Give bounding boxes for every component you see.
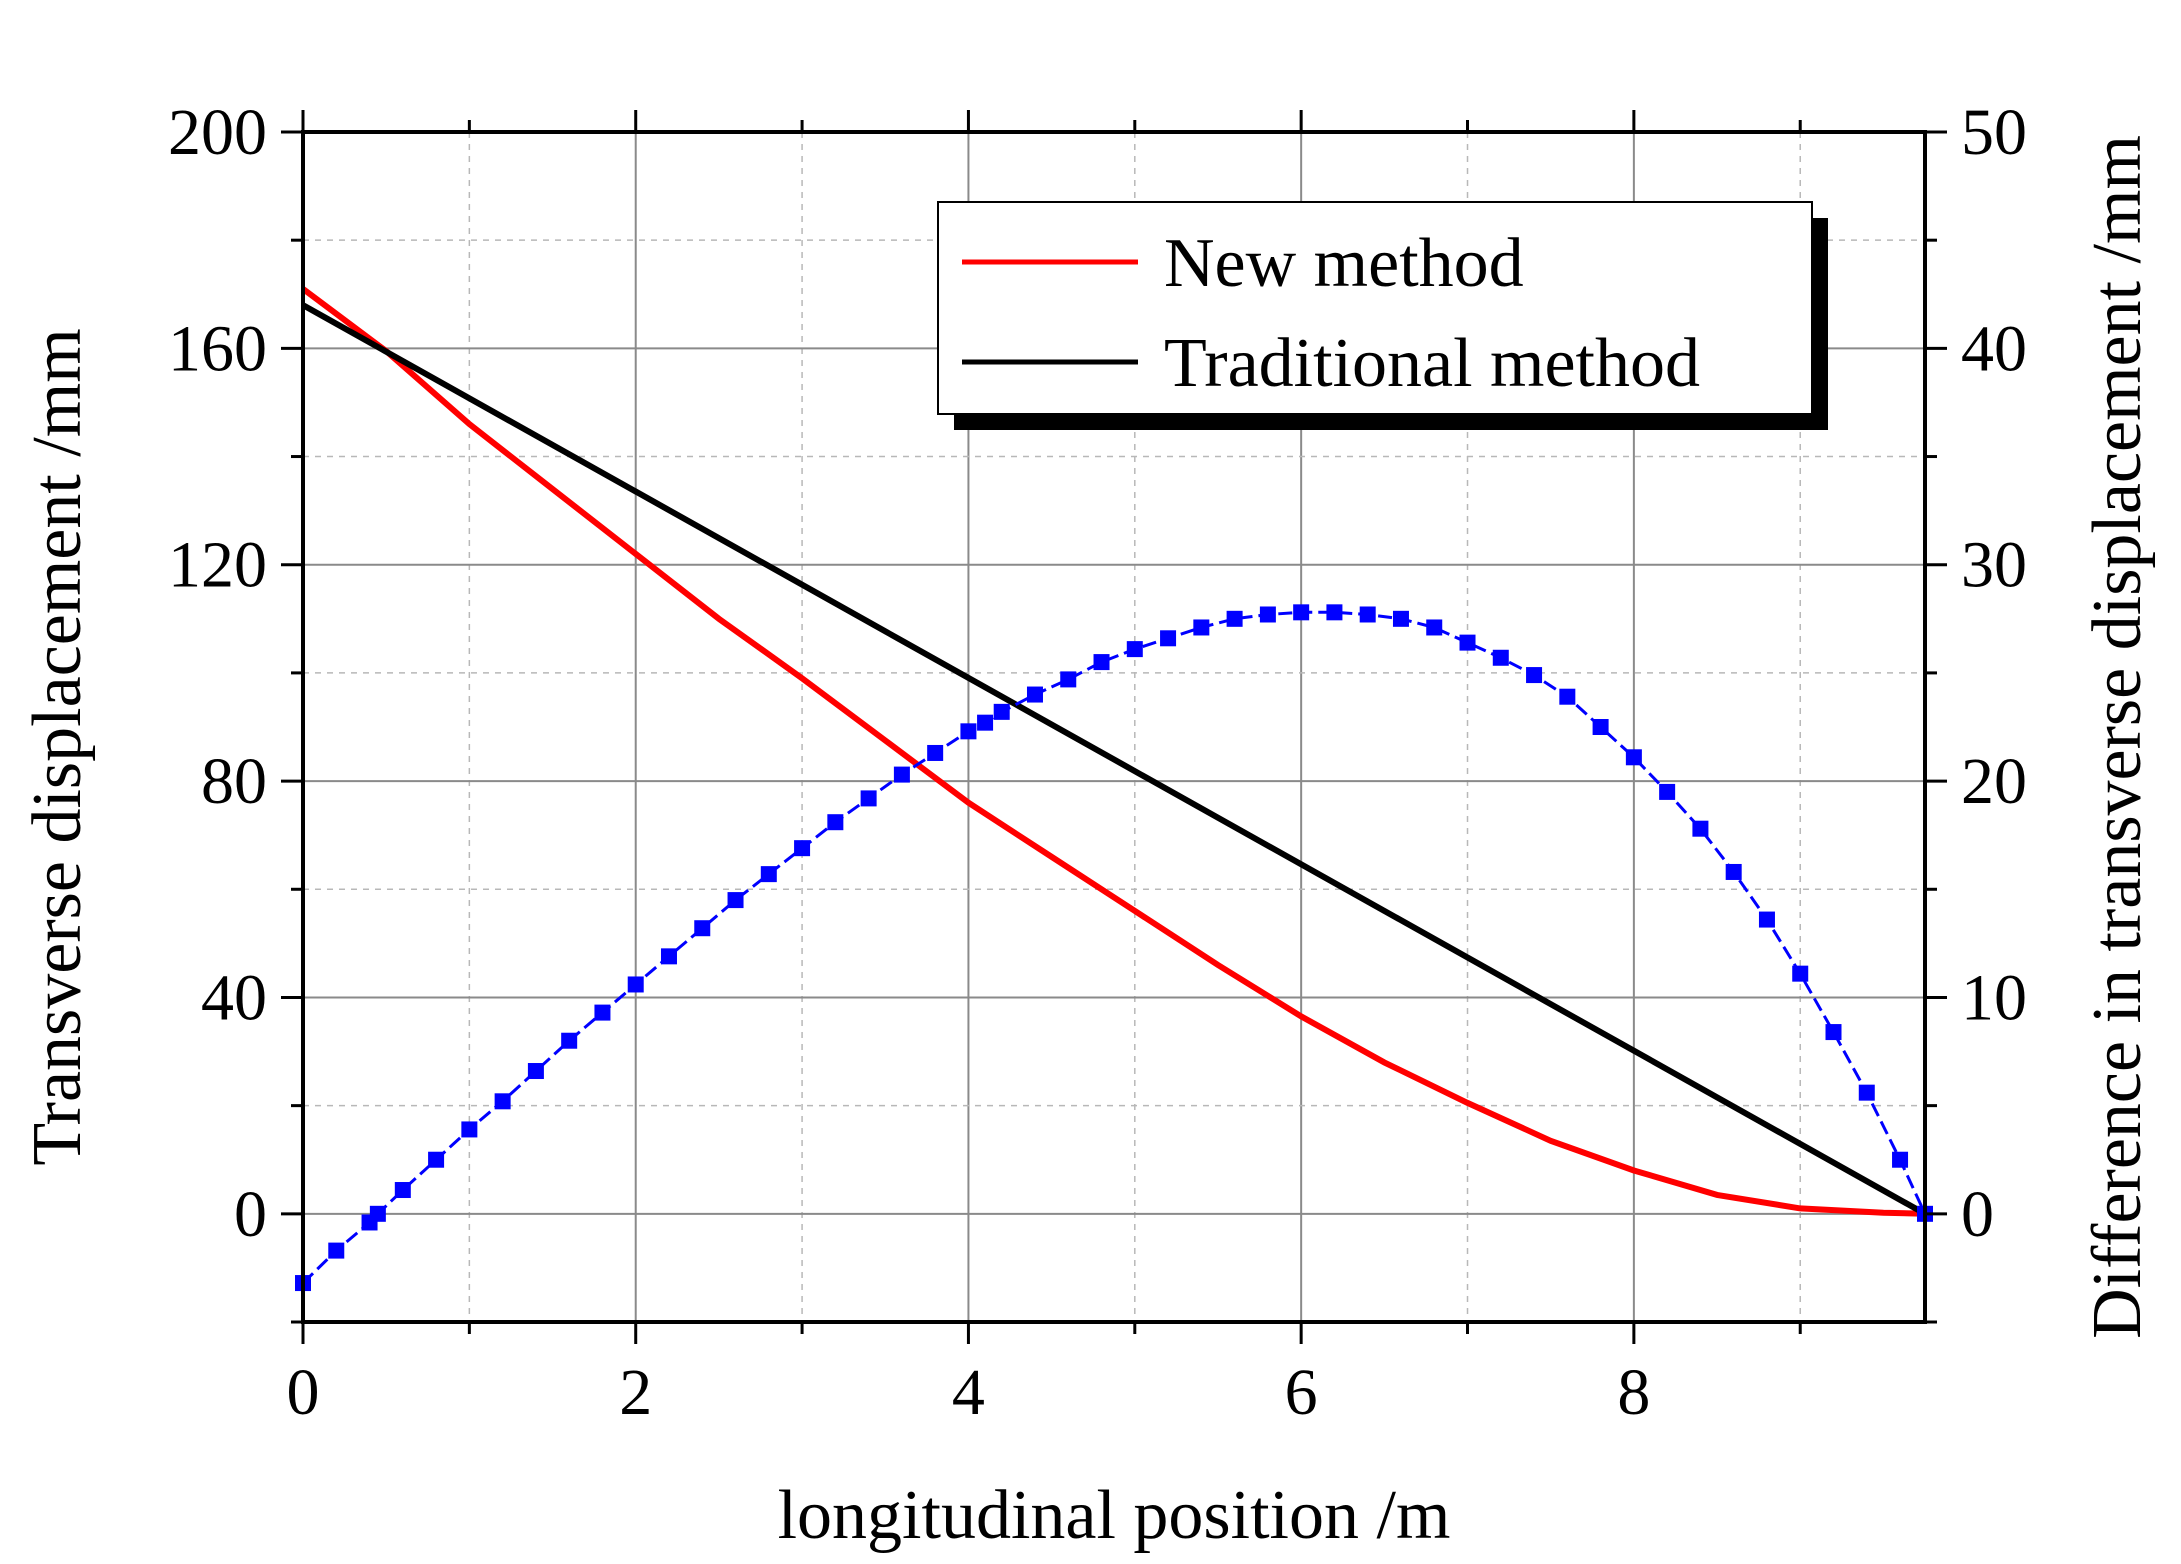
data-point-marker xyxy=(594,1004,611,1021)
legend-label-traditional-method: Traditional method xyxy=(1164,325,1700,402)
data-point-marker xyxy=(1825,1024,1842,1041)
data-point-marker xyxy=(1858,1084,1875,1101)
data-point-marker xyxy=(527,1063,544,1080)
x-tick-label: 4 xyxy=(952,1356,985,1429)
series-layer xyxy=(295,286,1933,1292)
data-point-marker xyxy=(1625,749,1642,766)
data-point-marker xyxy=(860,790,877,807)
series-line-new-method xyxy=(301,286,1926,1217)
y-right-tick-label: 50 xyxy=(1961,96,2027,169)
data-point-marker xyxy=(627,976,644,993)
data-point-marker xyxy=(1392,610,1409,627)
y-tick-label: 120 xyxy=(168,529,267,602)
data-point-marker xyxy=(1259,606,1276,623)
data-point-marker xyxy=(827,814,844,831)
data-point-marker xyxy=(960,723,977,740)
data-point-marker xyxy=(461,1121,478,1138)
data-point-marker xyxy=(1326,604,1343,621)
series-line-difference xyxy=(301,610,1927,1285)
data-point-marker xyxy=(1060,671,1077,688)
data-point-marker xyxy=(1592,719,1609,735)
y-right-tick-label: 30 xyxy=(1961,529,2027,602)
data-point-marker xyxy=(993,703,1010,720)
data-point-marker xyxy=(1160,630,1177,647)
legend-box xyxy=(937,201,1813,415)
data-point-marker xyxy=(694,920,711,937)
y-tick-label: 200 xyxy=(168,96,267,169)
data-point-marker xyxy=(927,744,944,761)
data-point-marker xyxy=(494,1093,511,1110)
data-point-marker xyxy=(328,1242,345,1259)
data-point-marker xyxy=(794,840,811,857)
data-point-marker xyxy=(1093,654,1110,671)
x-tick-label: 6 xyxy=(1285,1356,1318,1429)
x-tick-label: 0 xyxy=(287,1356,320,1429)
data-point-marker xyxy=(1126,641,1143,658)
legend-label-new-method: New method xyxy=(1164,225,1524,302)
y-right-tick-label: 40 xyxy=(1961,312,2027,385)
data-point-marker xyxy=(369,1205,386,1222)
data-point-marker xyxy=(561,1032,578,1049)
data-point-marker xyxy=(1226,610,1243,627)
data-point-marker xyxy=(1492,649,1509,666)
data-point-marker xyxy=(1559,688,1576,705)
data-point-marker xyxy=(394,1182,411,1199)
data-point-marker xyxy=(1293,604,1310,621)
data-point-marker xyxy=(1526,667,1543,684)
data-point-marker xyxy=(1193,619,1210,636)
x-tick-label: 8 xyxy=(1617,1356,1650,1429)
data-point-marker xyxy=(1359,606,1376,623)
data-point-marker xyxy=(977,714,994,731)
data-point-marker xyxy=(1792,965,1809,982)
data-point-marker xyxy=(660,948,677,965)
data-point-marker xyxy=(1459,634,1476,651)
legend: New method Traditional method xyxy=(937,201,1828,430)
data-point-marker xyxy=(1026,686,1043,703)
data-point-marker xyxy=(1692,820,1709,837)
x-tick-label: 2 xyxy=(619,1356,652,1429)
data-point-marker xyxy=(760,866,777,883)
data-point-marker xyxy=(893,766,910,783)
y-axis-title: Transverse displacement /mm xyxy=(19,328,96,1165)
data-point-marker xyxy=(1659,783,1676,800)
y-right-tick-label: 10 xyxy=(1961,961,2027,1034)
data-point-marker xyxy=(727,892,744,909)
data-point-marker xyxy=(428,1151,445,1168)
y-tick-label: 80 xyxy=(201,745,267,818)
data-point-marker xyxy=(1892,1151,1909,1168)
y-right-tick-label: 20 xyxy=(1961,745,2027,818)
data-point-marker xyxy=(1758,911,1775,928)
series-line-traditional-method xyxy=(301,302,1927,1217)
y-right-tick-label: 0 xyxy=(1961,1178,1994,1251)
plot-frame xyxy=(301,130,1927,1324)
y-axis-right-title: Difference in transverse displacement /m… xyxy=(2079,135,2156,1339)
y-tick-label: 40 xyxy=(201,961,267,1034)
data-point-marker xyxy=(1725,863,1742,880)
y-tick-label: 160 xyxy=(168,312,267,385)
y-tick-label: 0 xyxy=(234,1178,267,1251)
data-point-marker xyxy=(1426,619,1443,636)
x-axis-title: longitudinal position /m xyxy=(778,1477,1451,1554)
